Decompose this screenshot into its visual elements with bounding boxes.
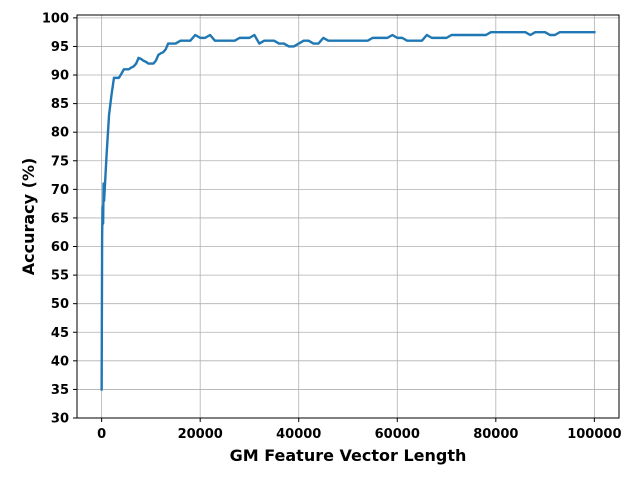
y-tick-label: 80: [51, 126, 69, 141]
y-tick-label: 75: [51, 154, 69, 169]
y-tick-label: 85: [51, 97, 69, 112]
y-axis: 30 35 40 45 50 55 60 65 70 75 80 85 90 95 100: [42, 11, 77, 427]
x-tick-label: 60000: [375, 427, 420, 442]
y-axis-title: Accuracy (%): [19, 158, 38, 276]
x-tick-label: 100000: [567, 427, 621, 442]
x-tick-label: 0: [97, 427, 106, 442]
y-tick-label: 60: [51, 240, 69, 255]
y-tick-label: 35: [51, 383, 69, 398]
series-group: [100, 30, 596, 391]
x-tick-label: 20000: [178, 427, 223, 442]
y-tick-label: 30: [51, 412, 69, 427]
y-tick-label: 95: [51, 40, 69, 55]
y-tick-label: 70: [51, 183, 69, 198]
y-tick-label: 100: [42, 11, 69, 26]
accuracy-series-line: [100, 30, 596, 391]
y-tick-label: 90: [51, 69, 69, 84]
y-tick-label: 50: [51, 297, 69, 312]
x-axis-title: GM Feature Vector Length: [230, 446, 467, 465]
plot-frame: [76, 14, 620, 419]
y-tick-label: 45: [51, 326, 69, 341]
y-tick-label: 65: [51, 211, 69, 226]
y-tick-label: 55: [51, 269, 69, 284]
x-tick-label: 40000: [276, 427, 321, 442]
x-axis: 0 20000 40000 60000 80000 100000: [97, 418, 622, 442]
y-tick-label: 40: [51, 354, 69, 369]
x-tick-label: 80000: [473, 427, 518, 442]
gridlines: [77, 15, 619, 419]
